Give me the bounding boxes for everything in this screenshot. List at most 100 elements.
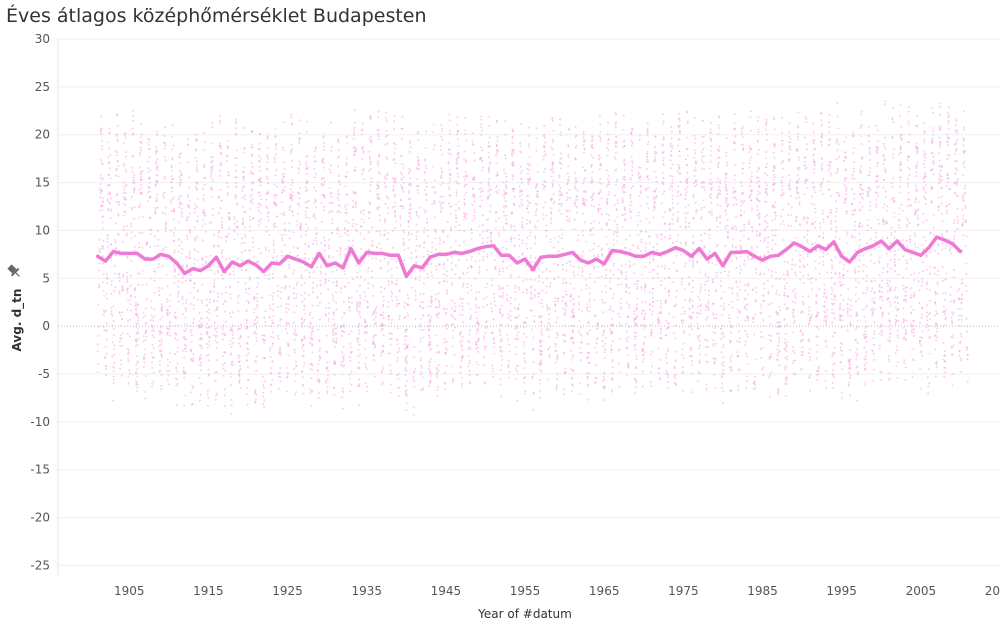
scatter-point	[262, 403, 265, 406]
scatter-point	[129, 298, 132, 301]
scatter-point	[133, 187, 136, 189]
scatter-point	[591, 180, 594, 183]
scatter-point	[319, 347, 322, 350]
scatter-point	[439, 183, 442, 186]
scatter-point	[272, 244, 275, 247]
scatter-point	[210, 167, 213, 170]
scatter-point	[288, 222, 291, 225]
scatter-point	[255, 398, 257, 401]
scatter-point	[137, 327, 139, 330]
scatter-point	[422, 301, 425, 304]
scatter-point	[139, 140, 142, 143]
scatter-point	[244, 198, 247, 201]
scatter-point	[308, 314, 311, 316]
scatter-point	[505, 214, 508, 217]
scatter-point	[552, 184, 554, 187]
scatter-point	[326, 389, 329, 392]
scatter-point	[160, 309, 163, 311]
scatter-point	[546, 309, 549, 312]
scatter-point	[631, 162, 634, 165]
scatter-point	[106, 208, 109, 211]
scatter-point	[485, 296, 488, 299]
scatter-point	[348, 333, 351, 336]
scatter-point	[621, 189, 624, 192]
scatter-point	[599, 162, 602, 165]
scatter-point	[582, 144, 585, 147]
scatter-point	[117, 214, 120, 217]
scatter-point	[451, 315, 454, 318]
scatter-point	[598, 221, 600, 224]
scatter-point	[100, 127, 103, 130]
scatter-point	[516, 334, 519, 337]
scatter-point	[608, 247, 611, 250]
scatter-point	[429, 380, 432, 383]
scatter-point	[200, 333, 203, 336]
scatter-point	[653, 146, 656, 149]
scatter-point	[661, 180, 664, 183]
scatter-point	[507, 376, 510, 379]
scatter-point	[621, 201, 624, 204]
scatter-point	[387, 280, 390, 283]
scatter-point	[204, 230, 207, 233]
scatter-point	[474, 211, 477, 214]
scatter-point	[556, 356, 559, 359]
scatter-point	[426, 250, 429, 252]
scatter-point	[461, 346, 463, 348]
scatter-point	[336, 189, 339, 192]
scatter-point	[478, 266, 481, 269]
scatter-point	[433, 216, 436, 219]
scatter-point	[150, 352, 153, 355]
scatter-point	[216, 306, 219, 309]
scatter-point	[356, 271, 359, 274]
scatter-point	[549, 346, 552, 349]
scatter-point	[487, 218, 490, 221]
scatter-point	[259, 220, 262, 223]
scatter-point	[392, 177, 395, 180]
scatter-point	[337, 192, 339, 195]
scatter-point	[405, 335, 408, 338]
scatter-point	[283, 173, 286, 176]
scatter-point	[557, 241, 560, 244]
scatter-point	[306, 206, 309, 209]
scatter-point	[177, 285, 179, 288]
scatter-point	[336, 280, 338, 283]
scatter-point	[123, 162, 126, 165]
scatter-point	[565, 281, 568, 284]
scatter-point	[357, 348, 360, 351]
scatter-point	[469, 346, 471, 349]
scatter-point	[623, 209, 626, 212]
scatter-point	[315, 236, 318, 239]
scatter-point	[555, 358, 558, 361]
scatter-point	[139, 151, 142, 154]
scatter-point	[371, 240, 374, 243]
scatter-point	[304, 190, 307, 193]
scatter-point	[397, 395, 400, 397]
scatter-point	[111, 341, 114, 344]
scatter-point	[339, 205, 342, 208]
scatter-point	[166, 312, 169, 315]
scatter-point	[263, 399, 266, 402]
scatter-point	[407, 303, 410, 306]
scatter-point	[297, 203, 300, 206]
scatter-point	[293, 297, 296, 300]
scatter-point	[369, 184, 372, 186]
scatter-point	[477, 363, 480, 366]
scatter-point	[188, 253, 191, 256]
scatter-point	[498, 287, 501, 290]
scatter-point	[181, 313, 184, 316]
scatter-point	[160, 384, 163, 387]
scatter-point	[461, 335, 464, 338]
scatter-point	[405, 362, 408, 365]
scatter-point	[499, 340, 502, 343]
scatter-point	[467, 347, 470, 350]
scatter-point	[594, 346, 597, 349]
scatter-point	[389, 372, 392, 375]
scatter-point	[215, 371, 218, 374]
scatter-point	[139, 203, 142, 206]
scatter-point	[636, 245, 639, 248]
scatter-point	[566, 172, 569, 175]
scatter-point	[576, 239, 579, 242]
scatter-point	[342, 356, 345, 359]
scatter-point	[378, 214, 381, 217]
scatter-point	[479, 146, 482, 149]
